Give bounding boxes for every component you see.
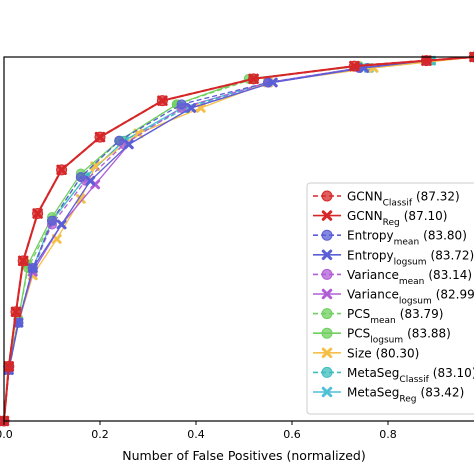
x-tick-label: 0.2 [91, 428, 109, 441]
series-3-point [75, 172, 86, 183]
series-3-point [114, 135, 125, 146]
legend-entries: GCNNClassif (87.32)GCNNReg (87.10)Entropym… [313, 190, 474, 405]
x-tick-label: 0.4 [187, 428, 205, 441]
legend-entry: Entropymean (83.80) [313, 229, 467, 248]
legend-entry: GCNNClassif (87.32) [313, 190, 460, 209]
legend-label: Entropymean (83.80) [347, 229, 467, 248]
legend-label: GCNNReg (87.10) [347, 209, 447, 228]
series-1-point [10, 306, 22, 318]
series-4-point [85, 175, 96, 186]
legend-entry: Variancelogsum(82.99) [313, 288, 474, 307]
legend-label: Variancelogsum(82.99) [347, 288, 474, 307]
legend-swatch-marker [321, 190, 333, 202]
legend-label: MetaSegReg (83.42) [347, 386, 464, 405]
legend-label: Entropylogsum (83.72) [347, 248, 474, 267]
series-3-point [263, 77, 273, 88]
series-4-point [56, 219, 67, 230]
legend-swatch-marker [321, 229, 333, 241]
legend-swatch-marker [321, 308, 333, 320]
legend-label: PCSmean (83.79) [347, 307, 443, 326]
legend-swatch-marker [321, 210, 333, 221]
legend-label: Size (80.30) [347, 346, 419, 360]
series-1-point [420, 55, 432, 67]
legend-swatch-marker [321, 386, 333, 398]
series-1-point [17, 255, 29, 267]
series-3-point [47, 215, 57, 226]
series-1-point [56, 164, 68, 176]
series-3-point [27, 263, 38, 274]
legend-entry: GCNNReg (87.10) [313, 209, 447, 228]
series-1-point [94, 131, 106, 143]
legend-entry: MetaSegClassif (83.10) [313, 366, 474, 385]
series-1-point [32, 208, 44, 220]
legend-label: Variancemean (83.14) [347, 268, 472, 287]
series-1-point [156, 95, 168, 107]
legend-entry: PCSlogsum (83.88) [313, 327, 451, 346]
legend-entry: Entropylogsum (83.72) [313, 248, 474, 267]
x-tick-label: 0.6 [283, 428, 301, 441]
x-tick-label: 0.0 [0, 428, 13, 441]
legend-swatch-marker [321, 347, 333, 359]
series-3-line [3, 56, 474, 422]
legend-entry: PCSmean (83.79) [313, 307, 443, 326]
legend-label: MetaSegClassif (83.10) [347, 366, 474, 385]
legend-swatch-marker [321, 249, 333, 261]
x-axis-label: Number of False Positives (normalized) [122, 448, 365, 463]
legend-entry: MetaSegReg (83.42) [313, 386, 464, 405]
legend-swatch-marker [321, 288, 333, 300]
legend-box [306, 182, 474, 415]
series-1-point [248, 73, 260, 85]
series-1-line [3, 56, 474, 422]
x-axis: 0.0 0.2 0.4 0.6 0.8 [0, 421, 397, 441]
series-3-point [176, 99, 187, 110]
legend-entry: Variancemean (83.14) [313, 268, 472, 287]
legend-label: PCSlogsum (83.88) [347, 327, 451, 346]
series-4-point [186, 103, 197, 113]
series-layer [0, 51, 474, 427]
series-1-point [3, 360, 15, 372]
series-1-point [348, 60, 360, 72]
legend-swatch-marker [321, 268, 333, 280]
legend-swatch-marker [321, 366, 333, 378]
series-1 [0, 51, 474, 427]
series-9-point [75, 194, 86, 204]
legend-label: GCNNClassif (87.32) [347, 190, 460, 209]
legend-entry: Size (80.30) [313, 346, 419, 360]
legend-swatch-marker [321, 327, 333, 339]
plot-frame [3, 56, 474, 422]
series-4-point [123, 139, 134, 150]
legend: GCNNClassif (87.32)GCNNReg (87.10)Entropym… [306, 182, 474, 415]
x-tick-label: 0.8 [379, 428, 397, 441]
